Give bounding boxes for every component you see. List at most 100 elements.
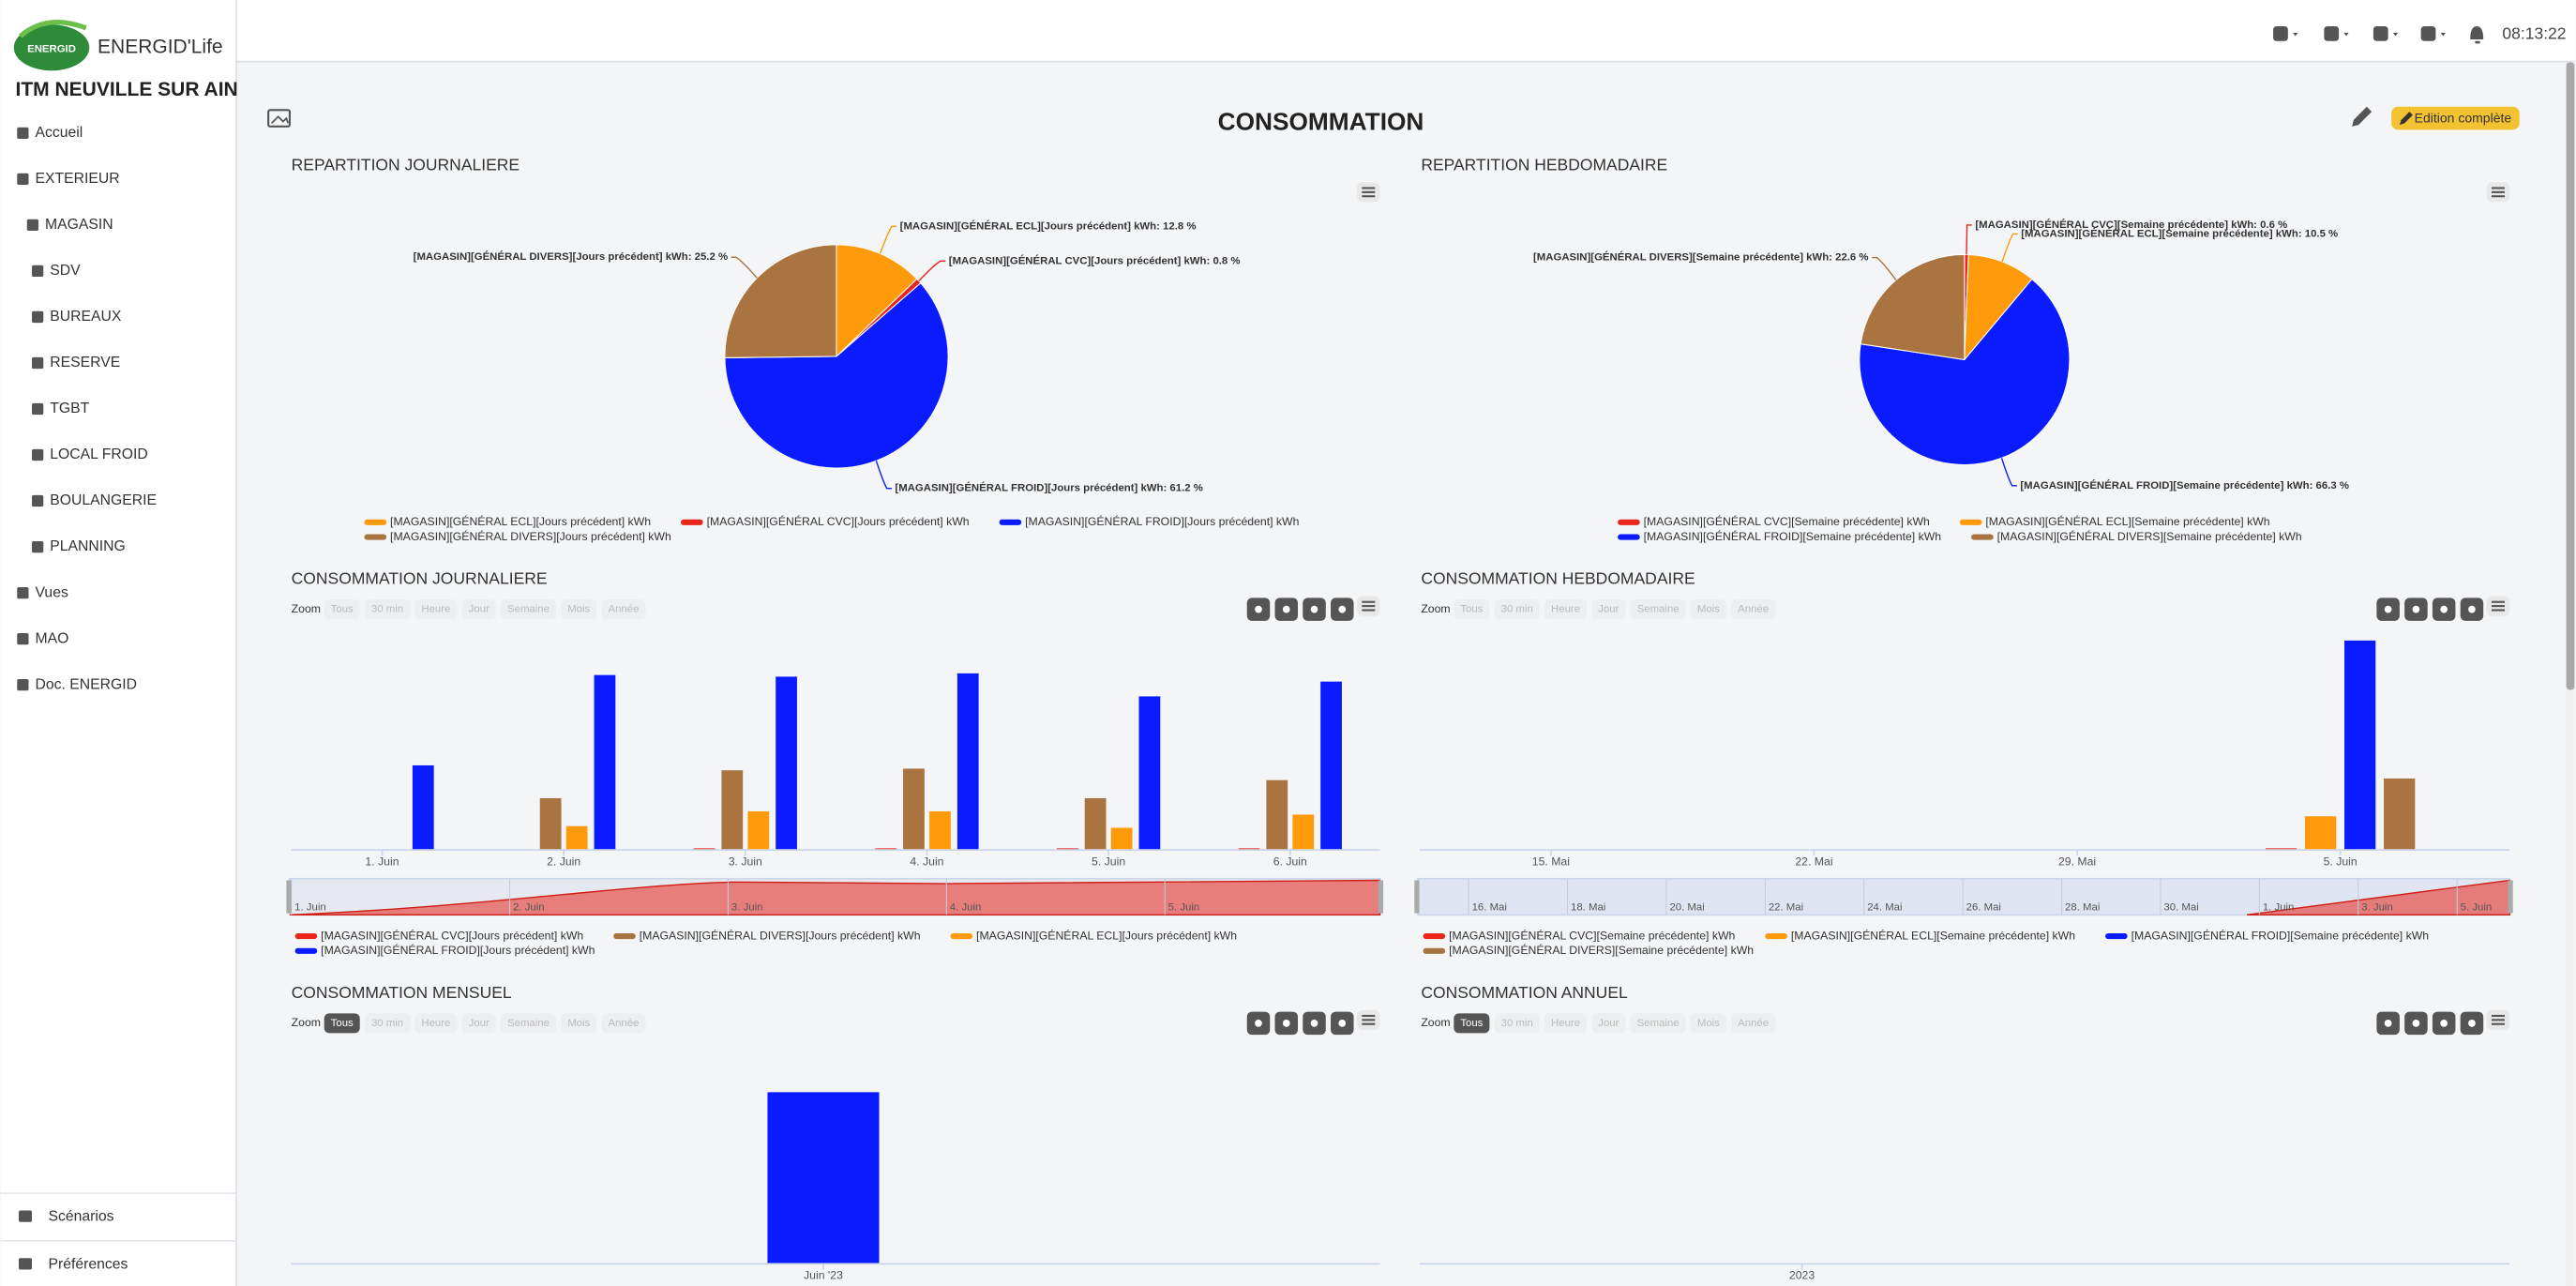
menu-item[interactable]: PLANNING xyxy=(32,538,126,554)
chart-tool-button[interactable] xyxy=(1246,1011,1271,1036)
zoom-button[interactable]: Année xyxy=(601,1013,646,1034)
menu-item[interactable]: SDV xyxy=(32,263,81,279)
zoom-button[interactable]: Heure xyxy=(414,599,458,620)
zoom-button[interactable]: Année xyxy=(601,599,646,620)
pie-slice[interactable] xyxy=(1964,253,2033,361)
notification-bell[interactable] xyxy=(2470,26,2484,44)
menu-item[interactable]: RESERVE xyxy=(32,355,120,371)
scrollbar-thumb[interactable] xyxy=(2566,62,2575,690)
zoom-button[interactable]: Mois xyxy=(1690,1013,1726,1034)
chart-tool-button[interactable] xyxy=(1303,598,1326,621)
legend-item[interactable]: [MAGASIN][GÉNÉRAL FROID][Jours précédent… xyxy=(294,943,595,957)
zoom-button[interactable]: Tous xyxy=(1454,1013,1490,1034)
legend-item[interactable]: [MAGASIN][GÉNÉRAL CVC][Semaine précédent… xyxy=(1618,514,1930,528)
bar[interactable] xyxy=(903,768,925,850)
zoom-button[interactable]: Jour xyxy=(1591,599,1626,620)
navigator-handle[interactable] xyxy=(2508,880,2513,914)
bar[interactable] xyxy=(721,770,744,850)
chart-menu-button[interactable] xyxy=(2486,182,2510,203)
bar[interactable] xyxy=(957,673,979,850)
bar[interactable] xyxy=(2344,640,2376,850)
zoom-button[interactable]: Tous xyxy=(324,599,360,620)
chart-tool-button[interactable] xyxy=(1274,1011,1299,1036)
bar[interactable] xyxy=(1110,827,1133,850)
chart-tool-button[interactable] xyxy=(2432,598,2456,621)
chart-tool-button[interactable] xyxy=(1331,1011,1354,1036)
header-menu[interactable] xyxy=(2420,26,2446,41)
chart-tool-button[interactable] xyxy=(2404,1011,2428,1036)
pie-slice[interactable] xyxy=(724,244,837,358)
bar[interactable] xyxy=(565,825,588,850)
legend-item[interactable]: [MAGASIN][GÉNÉRAL FROID][Semaine précéde… xyxy=(2105,928,2429,942)
menu-item[interactable]: EXTERIEUR xyxy=(17,171,120,187)
zoom-button[interactable]: Jour xyxy=(461,599,496,620)
zoom-button[interactable]: Tous xyxy=(1454,599,1490,620)
zoom-button[interactable]: Tous xyxy=(324,1013,360,1034)
pie-slice[interactable] xyxy=(836,244,918,358)
bar[interactable] xyxy=(1056,848,1078,850)
chart-tool-button[interactable] xyxy=(2460,598,2484,621)
bar[interactable] xyxy=(2304,816,2337,850)
bar[interactable] xyxy=(412,764,434,850)
zoom-button[interactable]: Heure xyxy=(414,1013,458,1034)
bar[interactable] xyxy=(539,797,562,850)
zoom-button[interactable]: Heure xyxy=(1544,599,1588,620)
menu-item[interactable]: Doc. ENERGID xyxy=(17,676,137,692)
chart-tool-button[interactable] xyxy=(2404,598,2428,621)
zoom-button[interactable]: Mois xyxy=(561,599,597,620)
chart-tool-button[interactable] xyxy=(2376,1011,2400,1036)
zoom-button[interactable]: Année xyxy=(1731,1013,1776,1034)
bar[interactable] xyxy=(594,674,616,850)
zoom-button[interactable]: Jour xyxy=(461,1013,496,1034)
zoom-button[interactable]: Jour xyxy=(1591,1013,1626,1034)
legend-item[interactable]: [MAGASIN][GÉNÉRAL CVC][Semaine précédent… xyxy=(1423,928,1736,942)
bar[interactable] xyxy=(1238,848,1260,850)
zoom-button[interactable]: 30 min xyxy=(1494,599,1540,620)
navigator-handle[interactable] xyxy=(1414,880,1420,914)
menu-item[interactable]: MAO xyxy=(17,630,68,646)
menu-item[interactable]: BUREAUX xyxy=(32,309,122,325)
pie-slice[interactable] xyxy=(724,282,949,469)
menu-item[interactable]: LOCAL FROID xyxy=(32,446,148,462)
header-menu[interactable] xyxy=(2273,26,2298,41)
legend-item[interactable]: [MAGASIN][GÉNÉRAL CVC][Jours précédent] … xyxy=(681,514,970,528)
bar[interactable] xyxy=(2384,778,2416,850)
header-menu[interactable] xyxy=(2324,26,2349,41)
bar[interactable] xyxy=(747,810,770,850)
logo[interactable]: ENERGID xyxy=(13,20,90,71)
chart-tool-button[interactable] xyxy=(1303,1011,1326,1036)
zoom-button[interactable]: Heure xyxy=(1544,1013,1588,1034)
footer-menu-item[interactable]: Préférences xyxy=(19,1256,128,1272)
bar[interactable] xyxy=(929,810,951,850)
chart-tool-button[interactable] xyxy=(2460,1011,2484,1036)
chart-menu-button[interactable] xyxy=(2486,1009,2510,1030)
chart-tool-button[interactable] xyxy=(2376,598,2400,621)
legend-item[interactable]: [MAGASIN][GÉNÉRAL CVC][Jours précédent] … xyxy=(294,928,584,942)
bar[interactable] xyxy=(1266,779,1288,850)
navigator-handle[interactable] xyxy=(286,880,292,914)
legend-item[interactable]: [MAGASIN][GÉNÉRAL ECL][Semaine précédent… xyxy=(1959,514,2270,528)
chart-tool-button[interactable] xyxy=(1331,598,1354,621)
zoom-button[interactable]: Mois xyxy=(561,1013,597,1034)
zoom-button[interactable]: 30 min xyxy=(1494,1013,1540,1034)
legend-item[interactable]: [MAGASIN][GÉNÉRAL FROID][Semaine précéde… xyxy=(1618,529,1941,543)
image-button[interactable] xyxy=(267,109,291,128)
legend-item[interactable]: [MAGASIN][GÉNÉRAL DIVERS][Semaine précéd… xyxy=(1971,529,2302,543)
chart-tool-button[interactable] xyxy=(1246,598,1271,621)
chart-menu-button[interactable] xyxy=(1357,596,1380,616)
zoom-button[interactable]: Semaine xyxy=(501,599,556,620)
legend-item[interactable]: [MAGASIN][GÉNÉRAL DIVERS][Jours précéden… xyxy=(364,529,671,543)
zoom-button[interactable]: Semaine xyxy=(1630,1013,1686,1034)
zoom-button[interactable]: 30 min xyxy=(364,599,411,620)
legend-item[interactable]: [MAGASIN][GÉNÉRAL DIVERS][Semaine précéd… xyxy=(1423,943,1755,957)
edit-button[interactable]: Edition complète xyxy=(2391,106,2520,130)
bar[interactable] xyxy=(767,1092,880,1263)
chart-tool-button[interactable] xyxy=(1274,598,1299,621)
footer-menu-item[interactable]: Scénarios xyxy=(19,1209,114,1225)
edit-icon[interactable] xyxy=(2352,106,2373,127)
zoom-button[interactable]: Mois xyxy=(1690,599,1726,620)
chart-tool-button[interactable] xyxy=(2432,1011,2456,1036)
menu-item[interactable]: TGBT xyxy=(32,401,90,416)
pie-slice[interactable] xyxy=(1860,253,1966,361)
chart-menu-button[interactable] xyxy=(1357,182,1380,203)
